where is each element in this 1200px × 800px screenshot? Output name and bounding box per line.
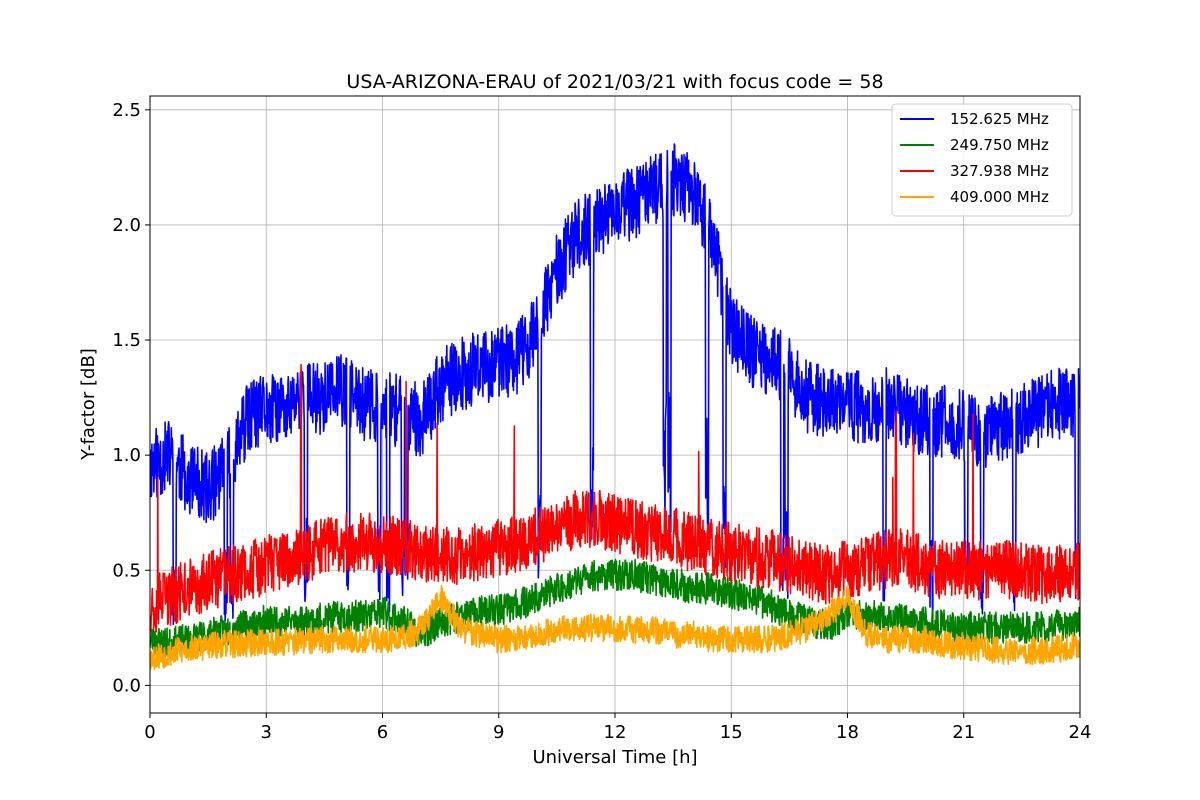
x-tick-label: 9 xyxy=(493,722,504,743)
legend-label-409: 409.000 MHz xyxy=(950,188,1049,206)
y-tick-label: 1.0 xyxy=(112,445,141,466)
legend-box xyxy=(891,103,1073,217)
y-tick-label: 2.0 xyxy=(112,215,141,236)
series-layer xyxy=(150,143,1080,671)
legend-label-327: 327.938 MHz xyxy=(950,162,1049,180)
y-tick-label: 0.0 xyxy=(112,675,141,696)
ticks: 0 3 6 9 12 15 18 21 24 0.0 0.5 1.0 1.5 2.0 2.5 xyxy=(112,100,1091,743)
x-axis-label: Universal Time [h] xyxy=(532,747,697,768)
chart-title: USA-ARIZONA-ERAU of 2021/03/21 with focu… xyxy=(346,71,883,93)
y-tick-label: 0.5 xyxy=(112,560,141,581)
x-tick-label: 12 xyxy=(604,722,627,743)
legend-label-152: 152.625 MHz xyxy=(950,110,1049,128)
y-tick-label: 2.5 xyxy=(112,100,141,121)
x-tick-label: 3 xyxy=(261,722,272,743)
series-line-327-938 xyxy=(150,363,1080,633)
y-tick-label: 1.5 xyxy=(112,330,141,351)
x-tick-label: 0 xyxy=(144,722,155,743)
x-tick-label: 18 xyxy=(836,722,859,743)
series-line-152-625 xyxy=(150,143,1080,626)
x-tick-label: 24 xyxy=(1069,722,1092,743)
legend-label-249: 249.750 MHz xyxy=(950,136,1049,154)
x-tick-label: 15 xyxy=(720,722,743,743)
x-tick-label: 6 xyxy=(377,722,388,743)
y-axis-label: Y-factor [dB] xyxy=(78,348,99,461)
series-line-409-000 xyxy=(150,584,1080,671)
legend: 152.625 MHz 249.750 MHz 327.938 MHz 409.… xyxy=(891,103,1073,217)
x-tick-label: 21 xyxy=(952,722,975,743)
